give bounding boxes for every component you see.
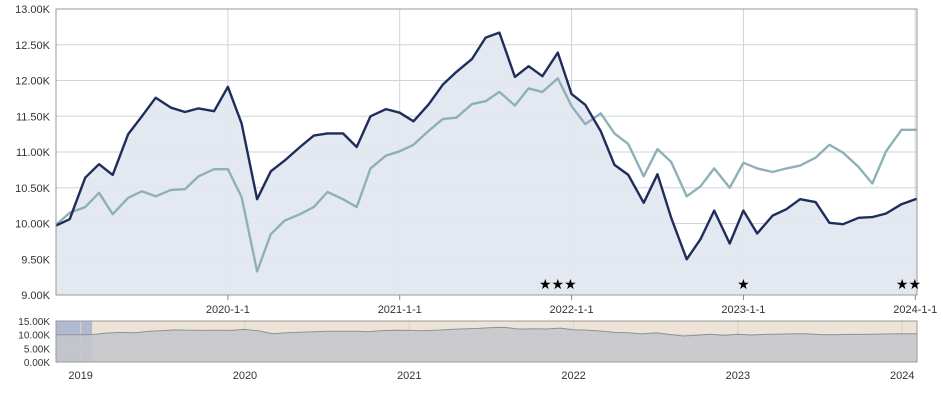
navigator-series-area	[55, 326, 918, 363]
series-line-1	[55, 77, 917, 273]
event-marker: ★★★	[539, 276, 577, 292]
event-markers: ★★★ ★ ★★	[539, 276, 921, 292]
y-tick-label: 10.50K	[15, 183, 51, 195]
navigator-border	[55, 320, 918, 363]
navigator-y-tick-label: 0.00K	[24, 358, 50, 369]
y-tick-label: 12.00K	[15, 76, 51, 88]
event-marker: ★★	[896, 276, 921, 292]
navigator-y-tick-label: 10.00K	[18, 331, 50, 342]
x-tick-label: 2022-1-1	[550, 304, 594, 316]
navigator-x-tick-label: 2019	[68, 370, 92, 382]
main-area-layer	[56, 32, 917, 295]
y-tick-label: 10.00K	[15, 219, 51, 231]
series-line-0	[55, 31, 917, 261]
main-plot-border	[55, 8, 918, 296]
x-tick-label: 2024-1-1	[893, 304, 937, 316]
navigator-y-tick-label: 5.00K	[24, 344, 50, 355]
main-series-layer	[55, 31, 917, 273]
navigator-x-tick-label: 2024	[890, 370, 914, 382]
navigator-y-axis: 0.00K 5.00K 10.00K 15.00K	[18, 317, 50, 369]
event-marker: ★	[737, 276, 750, 292]
navigator-area-layer	[55, 326, 918, 363]
y-tick-label: 13.00K	[15, 4, 51, 16]
series-area	[56, 32, 917, 295]
main-x-axis: 2020-1-1 2021-1-1 2022-1-1 2023-1-1 2024-1-1	[206, 295, 937, 316]
navigator-x-axis: 2019 2020 2021 2022 2023 2024	[68, 370, 914, 382]
navigator-x-tick-label: 2020	[233, 370, 257, 382]
y-tick-label: 9.50K	[21, 254, 50, 266]
y-tick-label: 12.50K	[15, 40, 51, 52]
navigator-y-tick-label: 15.00K	[18, 317, 50, 328]
y-tick-label: 9.00K	[21, 290, 50, 302]
x-tick-label: 2021-1-1	[378, 304, 422, 316]
navigator-x-tick-label: 2023	[726, 370, 750, 382]
x-tick-label: 2023-1-1	[721, 304, 765, 316]
navigator-x-tick-label: 2022	[561, 370, 585, 382]
navigator-x-tick-label: 2021	[397, 370, 421, 382]
x-tick-label: 2020-1-1	[206, 304, 250, 316]
y-tick-label: 11.50K	[16, 111, 51, 123]
main-y-axis: 9.00K 9.50K 10.00K 10.50K 11.00K 11.50K 12.00K…	[15, 4, 51, 302]
y-tick-label: 11.00K	[16, 147, 51, 159]
